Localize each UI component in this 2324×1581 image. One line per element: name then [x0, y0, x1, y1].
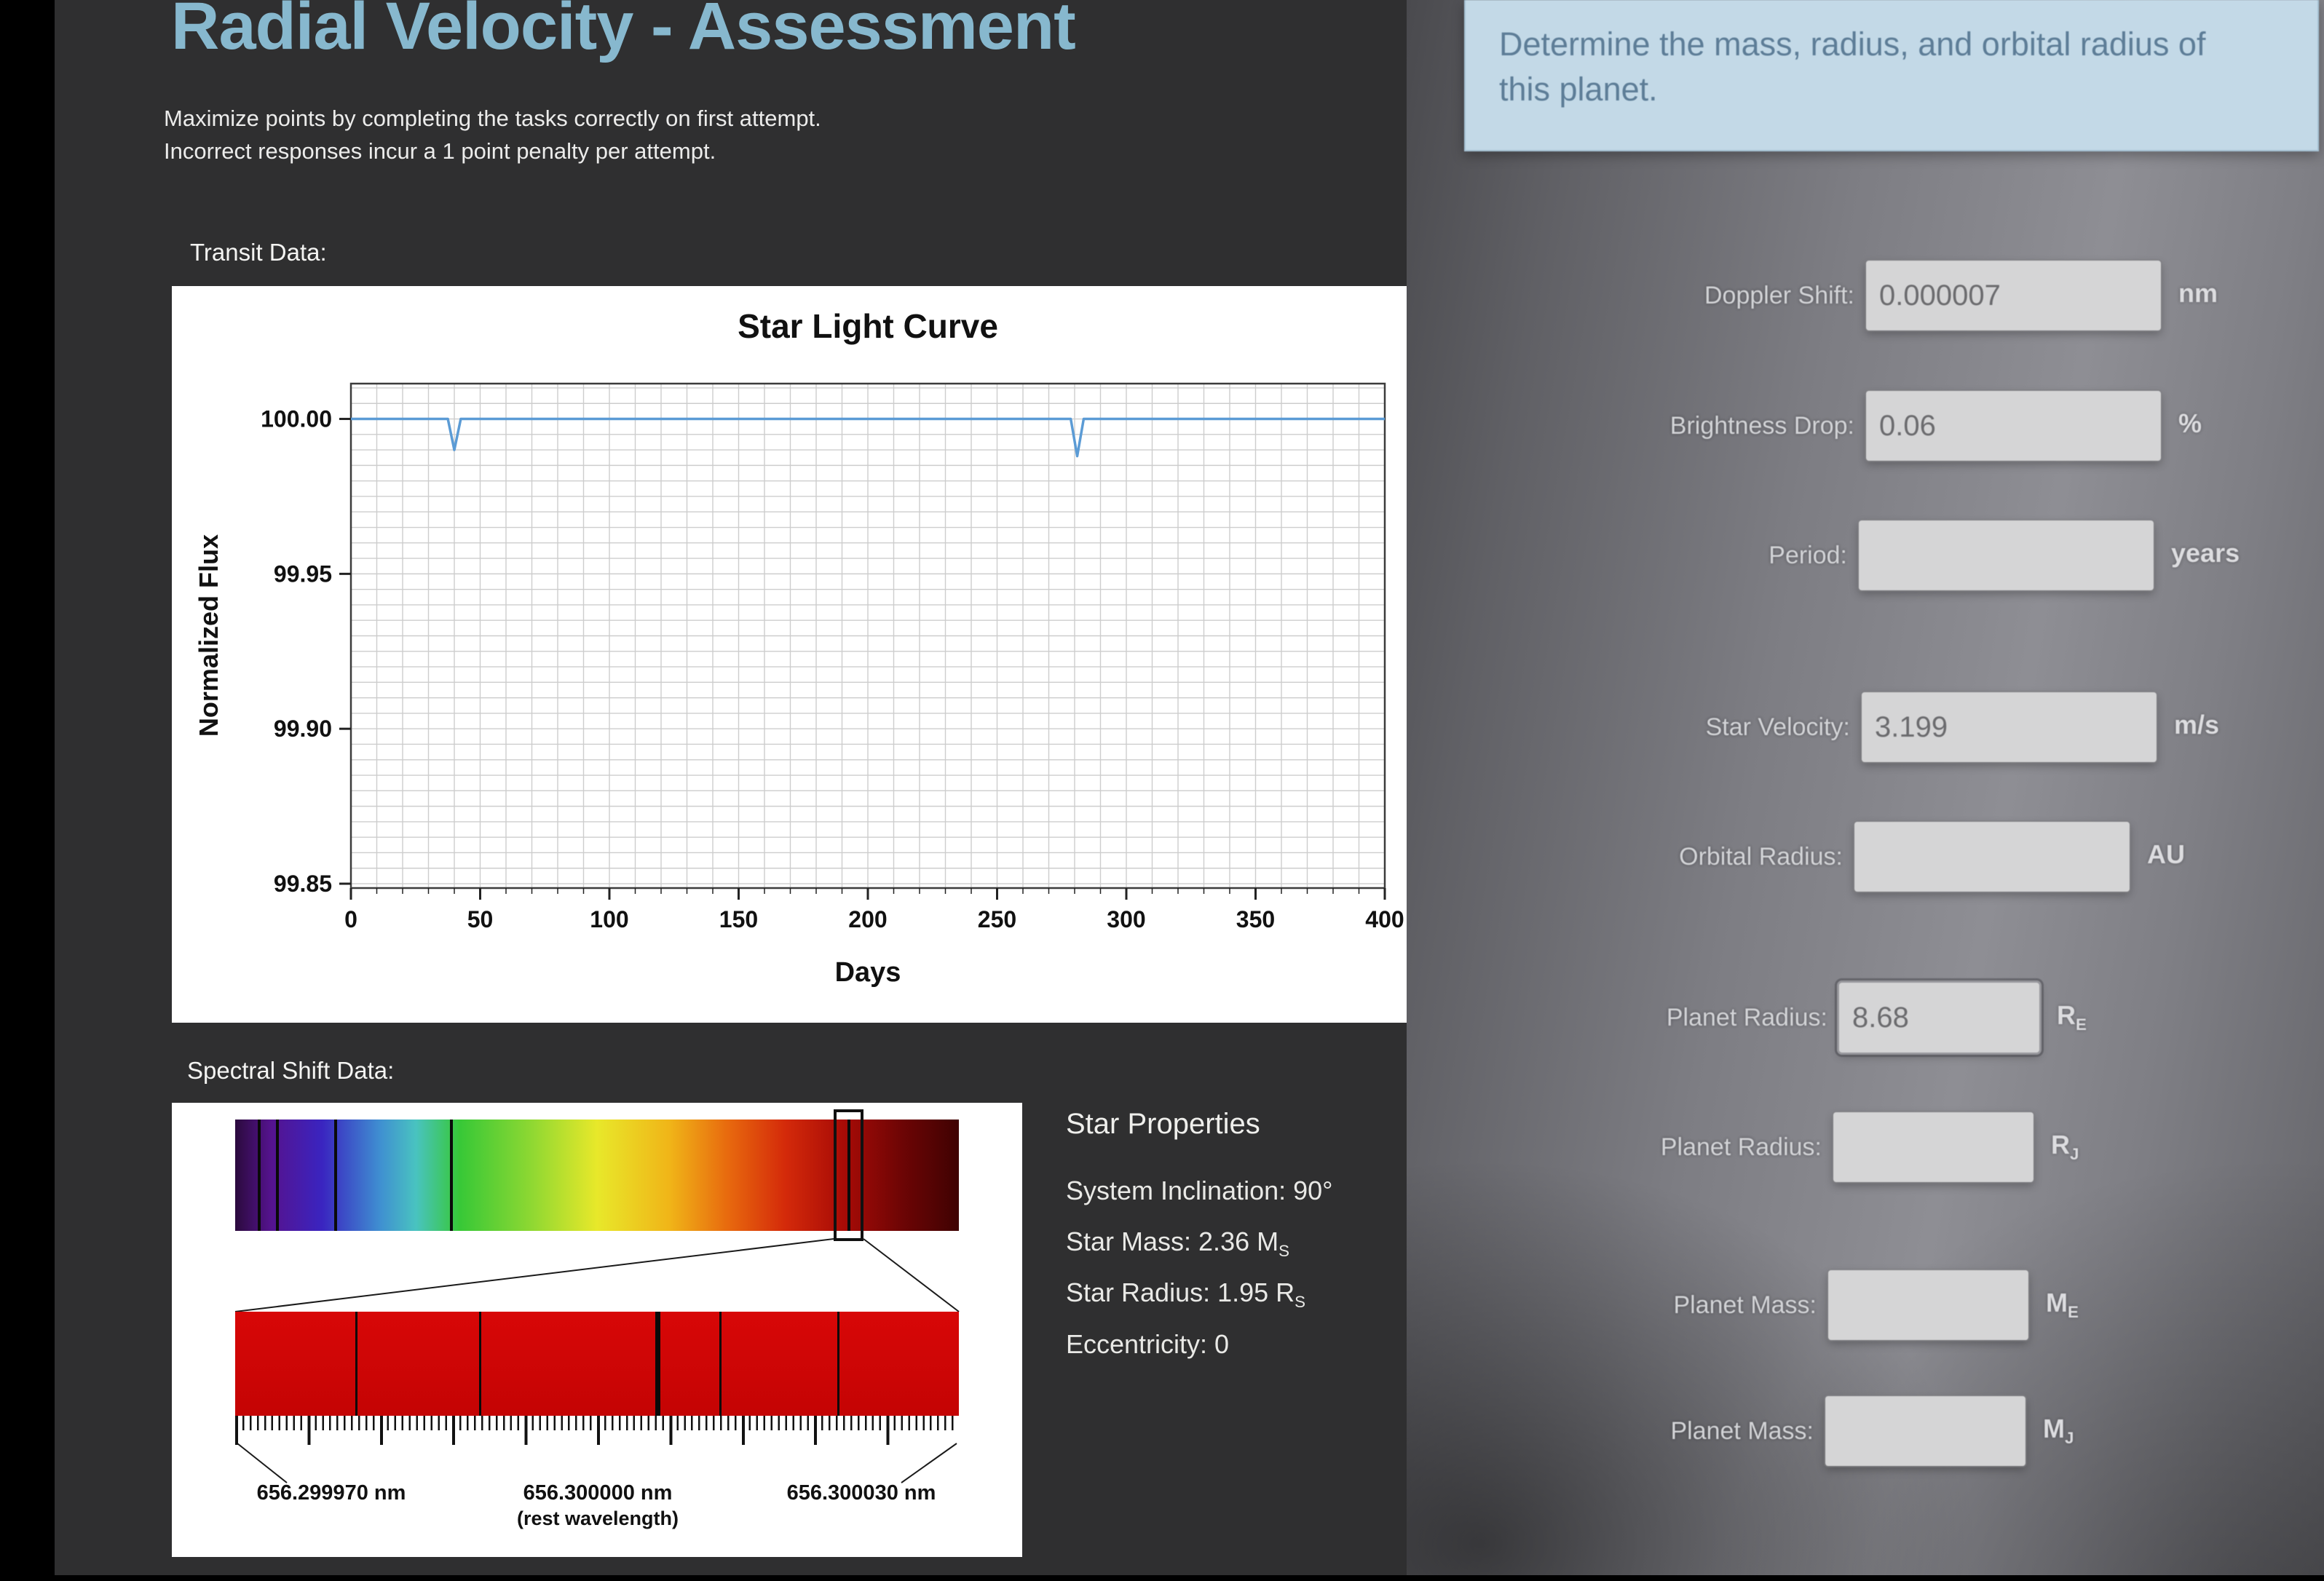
wavelength-label-right: 656.300030 nm [786, 1481, 936, 1505]
absorption-line [257, 1120, 261, 1231]
svg-text:99.95: 99.95 [274, 560, 332, 587]
svg-text:99.85: 99.85 [274, 871, 332, 897]
orbital-radius-unit: AU [2147, 839, 2185, 870]
spectrum-zoom-box [834, 1109, 863, 1241]
assessment-pane: Determine the mass, radius, and orbital … [1407, 0, 2324, 1575]
system-inclination: System Inclination: 90° [1066, 1176, 1333, 1205]
period-input[interactable] [1859, 520, 2154, 590]
spectral-shift-panel: 656.299970 nm 656.300000 nm (rest wavele… [172, 1103, 1022, 1557]
brightness-drop-unit: % [2178, 408, 2202, 439]
svg-text:300: 300 [1107, 906, 1145, 932]
rest-wavelength-note: (rest wavelength) [516, 1507, 679, 1529]
absorption-line [450, 1120, 454, 1231]
planet-mass-earth-input[interactable] [1828, 1270, 2028, 1340]
svg-text:200: 200 [848, 906, 887, 932]
svg-text:100.00: 100.00 [261, 406, 332, 432]
planet-mass-jupiter-row: Planet Mass: MJ [1479, 1395, 2074, 1467]
wavelength-ruler [235, 1416, 959, 1445]
planet-radius-earth-input[interactable] [1839, 983, 2039, 1053]
doppler-shift-input[interactable] [1866, 261, 2161, 330]
wavelength-label-center: 656.300000 nm [523, 1481, 673, 1505]
prompt-text: Determine the mass, radius, and orbital … [1499, 25, 2206, 108]
planet-radius-jupiter-label: Planet Radius: [1660, 1133, 1822, 1161]
band-absorption-line [478, 1312, 481, 1416]
band-absorption-line [355, 1312, 357, 1416]
zoom-connector-lines [234, 1238, 960, 1483]
spectral-shift-data-label: Spectral Shift Data: [187, 1057, 395, 1084]
eccentricity: Eccentricity: 0 [1066, 1328, 1230, 1359]
planet-radius-earth-unit: RE [2057, 1000, 2087, 1034]
light-curve-svg: 0 50 100 150 200 250 300 350 400 100.00 99.95 99.90… [261, 382, 1404, 932]
transit-data-label: Transit Data: [190, 239, 327, 266]
doppler-shift-row: Doppler Shift: nm [1519, 259, 2218, 332]
star-properties: Star Properties System Inclination: 90° … [1066, 1108, 1333, 1374]
star-velocity-row: Star Velocity: m/s [1515, 691, 2219, 764]
zoomed-spectrum-band [235, 1312, 959, 1416]
planet-mass-earth-unit: ME [2046, 1288, 2079, 1322]
planet-mass-jupiter-label: Planet Mass: [1670, 1416, 1814, 1445]
orbital-radius-input[interactable] [1854, 822, 2130, 892]
instructions-line-1: Maximize points by completing the tasks … [164, 106, 821, 131]
planet-mass-earth-row: Planet Mass: ME [1482, 1269, 2079, 1342]
planet-mass-jupiter-input[interactable] [1825, 1396, 2025, 1466]
chart-title: Star Light Curve [738, 307, 998, 345]
brightness-drop-label: Brightness Drop: [1669, 411, 1854, 440]
svg-text:0: 0 [344, 906, 357, 932]
doppler-shift-unit: nm [2178, 278, 2218, 309]
brightness-drop-row: Brightness Drop: % [1519, 389, 2202, 462]
instructions: Maximize points by completing the tasks … [164, 102, 821, 167]
svg-text:400: 400 [1365, 906, 1404, 932]
period-row: Period: years [1512, 519, 2240, 592]
star-velocity-input[interactable] [1862, 692, 2157, 762]
band-absorption-line [655, 1312, 660, 1416]
period-label: Period: [1768, 541, 1847, 569]
svg-text:350: 350 [1236, 906, 1275, 932]
star-velocity-label: Star Velocity: [1705, 713, 1850, 741]
y-axis-label: Normalized Flux [194, 534, 224, 737]
absorption-line [334, 1120, 338, 1231]
svg-text:150: 150 [719, 906, 758, 932]
lesson-pane: Radial Velocity - Assessment Maximize po… [55, 0, 1407, 1575]
light-curve-chart: Star Light Curve Normalized Flux 0 50 100 1… [172, 286, 1407, 1023]
star-properties-title: Star Properties [1066, 1108, 1260, 1140]
prompt-box: Determine the mass, radius, and orbital … [1464, 0, 2319, 151]
planet-radius-jupiter-input[interactable] [1833, 1112, 2034, 1182]
page-title: Radial Velocity - Assessment [171, 0, 1076, 63]
star-mass: Star Mass: 2.36 MS [1066, 1227, 1289, 1261]
svg-text:99.90: 99.90 [274, 716, 332, 742]
period-unit: years [2171, 538, 2240, 568]
brightness-drop-input[interactable] [1866, 391, 2161, 461]
band-absorption-line [719, 1312, 722, 1416]
instructions-line-2: Incorrect responses incur a 1 point pena… [164, 138, 716, 164]
assessment-form: Doppler Shift: nm Brightness Drop: % Per… [1407, 0, 2324, 1575]
x-axis-label: Days [834, 957, 901, 988]
doppler-shift-label: Doppler Shift: [1704, 281, 1854, 309]
star-radius: Star Radius: 1.95 RS [1066, 1277, 1306, 1312]
band-absorption-line [837, 1312, 839, 1416]
orbital-radius-row: Orbital Radius: AU [1508, 820, 2185, 893]
orbital-radius-label: Orbital Radius: [1679, 842, 1843, 871]
absorption-line [275, 1120, 279, 1231]
planet-radius-earth-row: Planet Radius: RE [1493, 981, 2087, 1054]
planet-radius-jupiter-unit: RJ [2051, 1130, 2079, 1164]
light-curve-plot: 0 50 100 150 200 250 300 350 400 100.00 99.95 99.90… [261, 382, 1404, 932]
svg-text:100: 100 [590, 906, 628, 932]
svg-text:50: 50 [467, 906, 494, 932]
absorption-line [847, 1120, 850, 1231]
planet-radius-earth-label: Planet Radius: [1666, 1003, 1827, 1031]
planet-mass-earth-label: Planet Mass: [1673, 1291, 1817, 1319]
planet-mass-jupiter-unit: MJ [2043, 1414, 2074, 1448]
svg-text:250: 250 [978, 906, 1016, 932]
wavelength-label-left: 656.299970 nm [256, 1481, 406, 1505]
spectrum-bar [235, 1109, 959, 1241]
star-velocity-unit: m/s [2174, 710, 2220, 740]
planet-radius-jupiter-row: Planet Radius: RJ [1487, 1111, 2079, 1184]
